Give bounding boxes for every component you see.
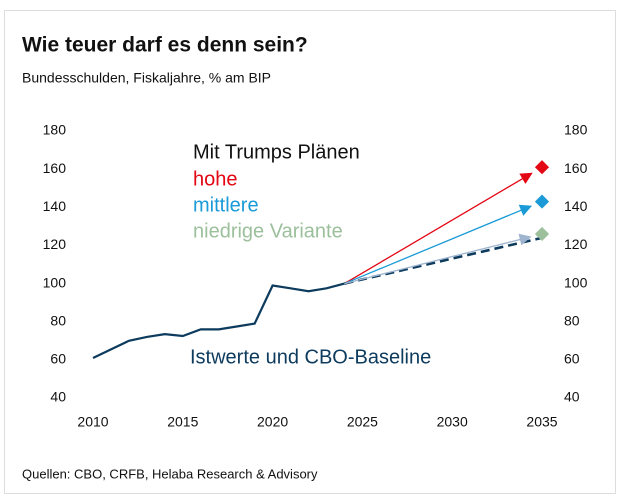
x-tick-label: 2035 [526,414,557,430]
end-marker [534,194,550,209]
legend-label: niedrige Variante [193,220,343,242]
y-tick-label: 100 [43,274,67,290]
frame [4,10,616,494]
y-tick-label: 160 [43,160,67,176]
y2-tick-label: 120 [564,236,588,252]
legend-label: mittlere [193,194,259,216]
legend-label: hohe [193,168,238,190]
y2-tick-label: 180 [564,122,588,138]
subtitle: Bundesschulden, Fiskaljahre, % am BIP [22,70,271,86]
x-tick-label: 2025 [347,414,378,430]
y-tick-label: 120 [43,236,67,252]
line [92,282,345,359]
legend-label: Istwerte und CBO-Baseline [190,346,431,368]
y-tick-label: 180 [43,122,67,138]
arrow [344,233,532,285]
y-tick-label: 40 [50,389,66,405]
source: Quellen: CBO, CRFB, Helaba Research & Ad… [22,466,318,481]
y2-tick-label: 100 [564,274,588,290]
arrow [344,204,533,285]
y2-tick-label: 80 [564,312,580,328]
y-tick-label: 60 [50,351,66,367]
x-tick-label: 2030 [437,414,468,430]
x-tick-label: 2010 [77,414,108,430]
annotation: Mit Trumps Plänen [193,141,360,163]
y2-tick-label: 40 [564,389,580,405]
y2-tick-label: 60 [564,351,580,367]
y-tick-label: 80 [50,312,66,328]
end-marker [534,160,550,175]
x-tick-label: 2015 [167,414,198,430]
y2-tick-label: 160 [564,160,588,176]
arrow [344,172,533,285]
y-tick-label: 140 [43,198,67,214]
chart-title: Wie teuer darf es denn sein? [22,34,308,57]
x-tick-label: 2020 [257,414,288,430]
end-marker [534,226,550,242]
y2-tick-label: 140 [564,198,588,214]
